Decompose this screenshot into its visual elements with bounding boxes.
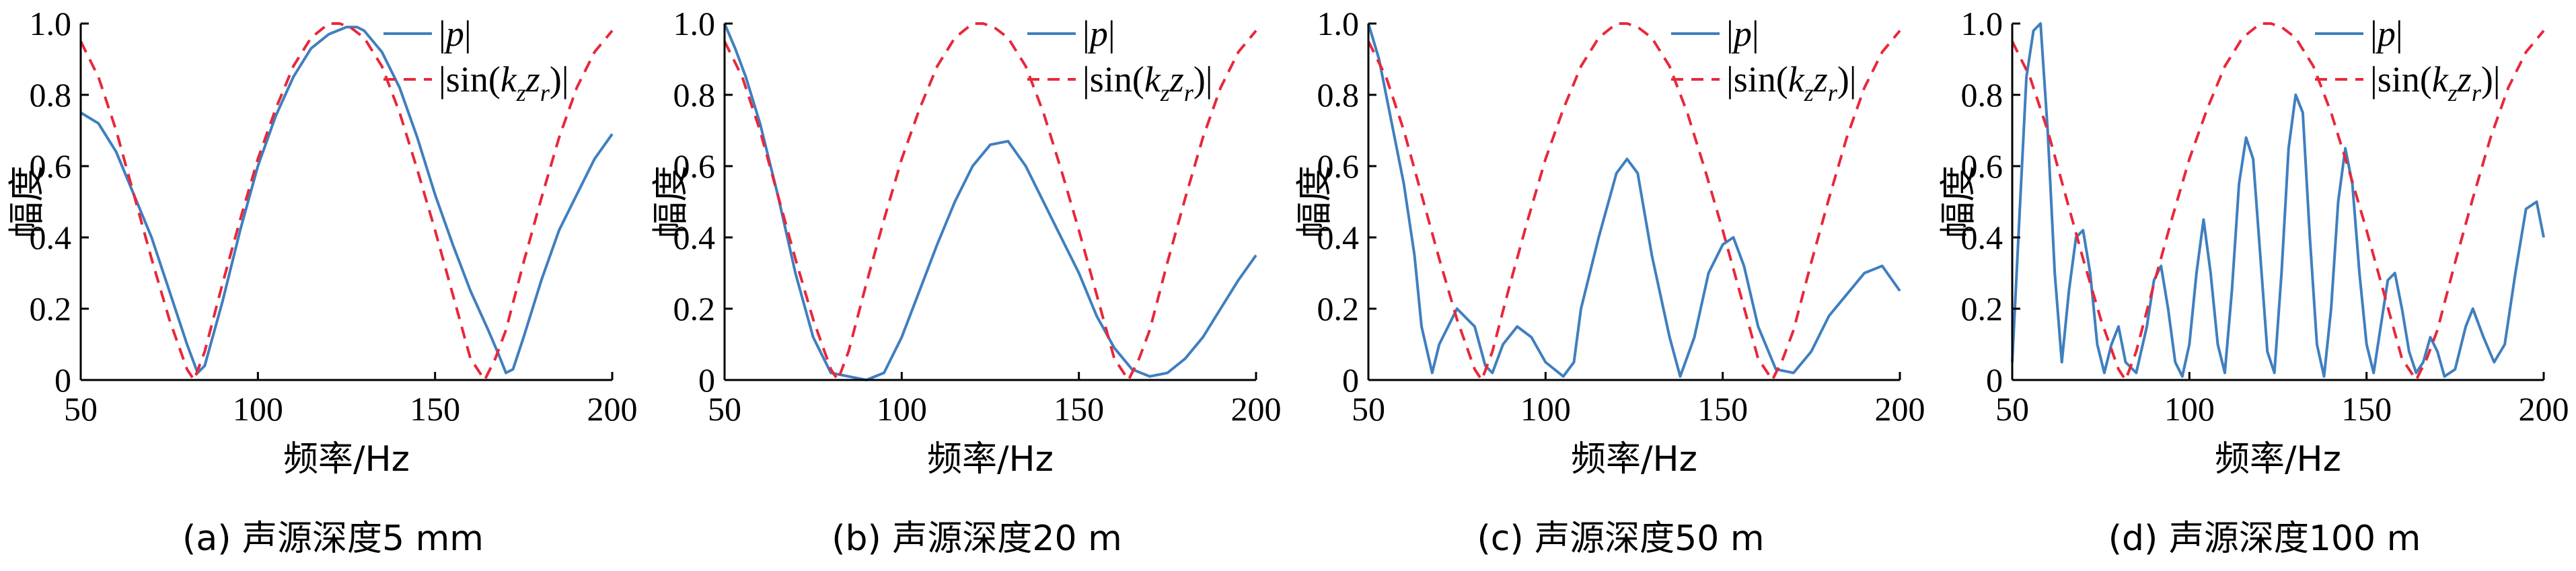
x-tick-label: 200 [2519,390,2569,428]
y-tick-label: 0.6 [1961,147,2003,185]
legend: |p| |sin(kzzr)| [2315,13,2501,106]
y-tick-label: 0.8 [1317,76,1360,114]
panel-caption: (d) 声源深度100 m [2108,519,2421,559]
y-tick-label: 1.0 [1961,5,2003,42]
panel-caption: (b) 声源深度20 m [832,519,1121,559]
y-tick-label: 0.4 [1961,219,2003,256]
x-tick-label: 200 [587,390,638,428]
x-tick-label: 50 [1995,390,2029,428]
panel-caption: (a) 声源深度5 mm [182,519,484,559]
series-sin-line [79,22,614,383]
series-sin-line [723,22,1257,383]
y-tick-label: 0.6 [1317,147,1360,185]
series-sin-line [1367,22,1901,383]
y-tick-label: 0.4 [30,219,72,256]
legend: |p| |sin(kzzr)| [383,13,569,106]
series-p-line [79,26,614,375]
x-tick-label: 100 [877,390,927,428]
y-tick-label: 0 [54,361,71,399]
x-tick-label: 150 [2341,390,2392,428]
y-tick-label: 1.0 [673,5,716,42]
series-p-line [723,23,1257,381]
legend: |p| |sin(kzzr)| [1671,13,1857,106]
y-tick-label: 0 [1342,361,1359,399]
y-tick-label: 0.8 [673,76,716,114]
y-axis-label: 幅度 [649,165,692,238]
panel-caption: (c) 声源深度50 m [1477,519,1764,559]
legend-label-p: |p| [1726,13,1759,54]
legend-label-sin: |sin(kzzr)| [1082,59,1213,106]
y-tick-label: 0 [698,361,715,399]
y-tick-label: 0.2 [673,290,716,328]
x-axis-label: 频率/Hz [2215,439,2341,480]
x-tick-label: 150 [410,390,460,428]
series-p-line [2011,22,2545,378]
y-tick-label: 0.4 [673,219,716,256]
panel-c: 0 0.2 0.4 0.6 0.8 1.0 50 100 150 200 幅度频率/Hz (c) 声源… [1288,0,1931,571]
series-sin-line [2011,22,2545,383]
y-tick-label: 0.4 [1317,219,1360,256]
y-tick-label: 0.8 [1961,76,2003,114]
x-tick-label: 150 [1054,390,1104,428]
y-axis-label: 幅度 [1293,165,1335,238]
y-tick-label: 0.6 [30,147,72,185]
legend: |p| |sin(kzzr)| [1027,13,1213,106]
y-tick-label: 0.2 [30,290,72,328]
panel-b: 0 0.2 0.4 0.6 0.8 1.0 50 100 150 200 幅度频率/Hz (b) 声源… [644,0,1288,571]
y-tick-label: 0 [1986,361,2003,399]
x-tick-label: 50 [708,390,741,428]
x-tick-label: 150 [1697,390,1748,428]
x-tick-label: 200 [1231,390,1282,428]
y-tick-label: 0.8 [30,76,72,114]
x-tick-label: 100 [1520,390,1571,428]
y-tick-label: 0.2 [1317,290,1360,328]
x-tick-label: 200 [1875,390,1925,428]
y-tick-label: 1.0 [1317,5,1360,42]
y-tick-label: 1.0 [30,5,72,42]
y-tick-label: 0.2 [1961,290,2003,328]
series-p-line [1367,23,1901,378]
legend-label-p: |p| [1082,13,1115,54]
legend-label-sin: |sin(kzzr)| [439,59,569,106]
y-tick-label: 0.6 [673,147,716,185]
legend-label-sin: |sin(kzzr)| [1726,59,1857,106]
y-axis-label: 幅度 [1937,165,1979,238]
x-tick-label: 100 [233,390,283,428]
legend-label-sin: |sin(kzzr)| [2370,59,2501,106]
x-tick-label: 100 [2164,390,2215,428]
x-tick-label: 50 [1352,390,1385,428]
panel-a: 0 0.2 0.4 0.6 0.8 1.0 50 100 150 200 幅度频率/Hz (a) 声源… [0,0,644,571]
legend-label-p: |p| [439,13,472,54]
legend-label-p: |p| [2370,13,2403,54]
x-axis-label: 频率/Hz [283,439,410,480]
x-axis-label: 频率/Hz [927,439,1054,480]
panel-d: 0 0.2 0.4 0.6 0.8 1.0 50 100 150 200 幅度频率/Hz (d) 声源… [1931,0,2575,571]
x-tick-label: 50 [64,390,98,428]
y-axis-label: 幅度 [5,165,48,238]
x-axis-label: 频率/Hz [1571,439,1697,480]
